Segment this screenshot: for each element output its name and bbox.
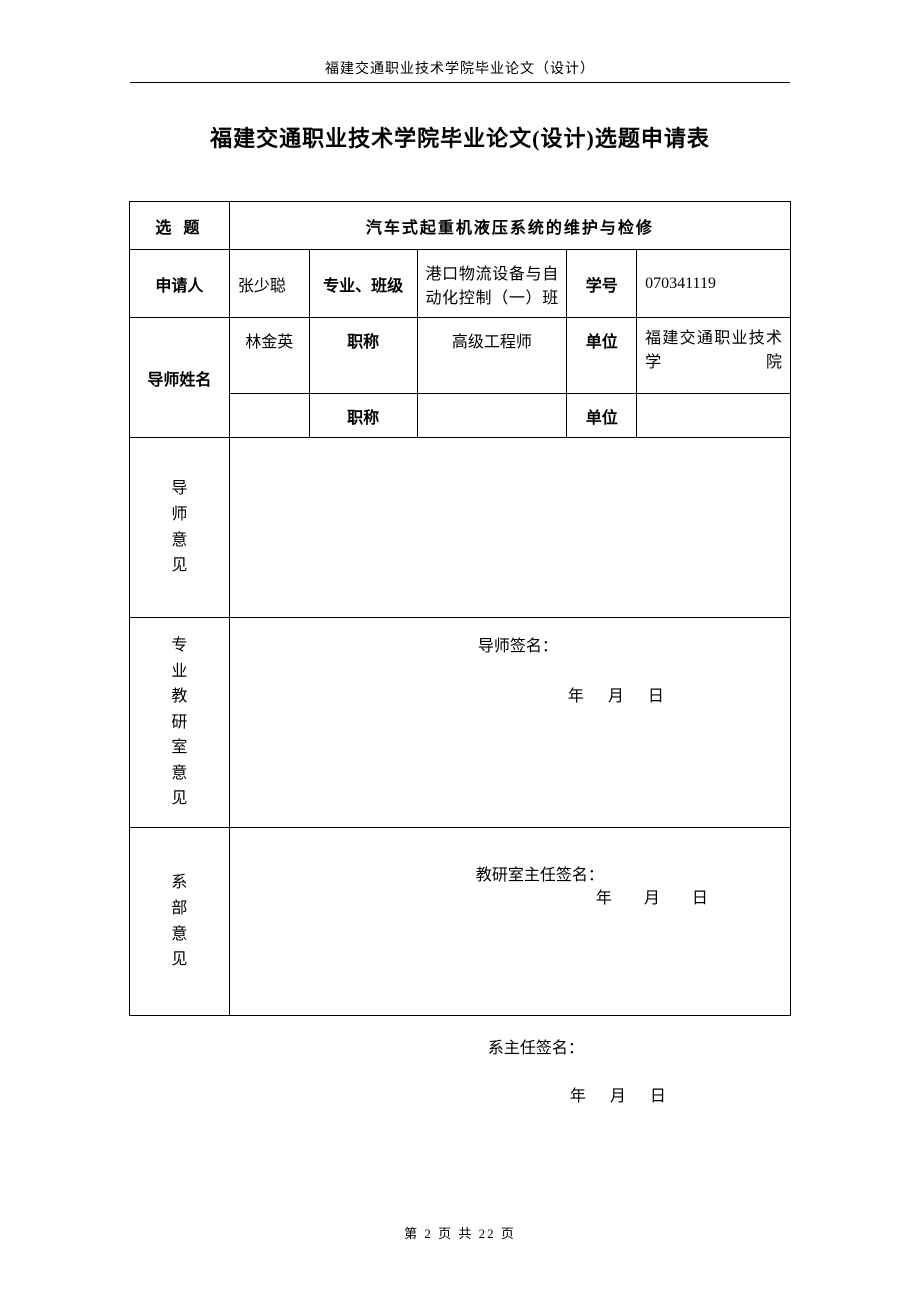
major-value: 港口物流设备与自动化控制（一）班 [417, 250, 567, 318]
applicant-label: 申请人 [130, 250, 230, 318]
advisor1-title: 高级工程师 [417, 318, 567, 394]
row-dept-opinion: 专 业 教 研 室 意 见 教研室主任签名： 年 月 日 [130, 618, 791, 828]
page-title: 福建交通职业技术学院毕业论文(设计)选题申请表 [0, 121, 920, 153]
advisor2-unit [637, 394, 791, 438]
header-rule [130, 82, 790, 83]
faculty-opinion-body: 系主任签名： 年 月 日 [229, 828, 790, 1016]
applicant-value: 张少聪 [229, 250, 309, 318]
topic-label: 选 题 [130, 202, 230, 250]
row-advisor-opinion: 导 师 意 见 导师签名： 年 月 日 [130, 438, 791, 618]
header-text: 福建交通职业技术学院毕业论文（设计） [325, 62, 595, 77]
advisor-opinion-body: 导师签名： 年 月 日 [229, 438, 790, 618]
advisor2-name [229, 394, 309, 438]
major-label: 专业、班级 [309, 250, 417, 318]
unit-label-1: 单位 [567, 318, 637, 394]
page-footer: 第 2 页 共 22 页 [0, 1223, 920, 1242]
title-label-2: 职称 [309, 394, 417, 438]
topic-value: 汽车式起重机液压系统的维护与检修 [229, 202, 790, 250]
application-form-table: 选 题 汽车式起重机液压系统的维护与检修 申请人 张少聪 专业、班级 港口物流设… [129, 201, 791, 1016]
row-advisor1: 导师姓名 林金英 职称 高级工程师 单位 福建交通职业技术学院 [130, 318, 791, 394]
dept-opinion-label: 专 业 教 研 室 意 见 [130, 618, 230, 828]
row-topic: 选 题 汽车式起重机液压系统的维护与检修 [130, 202, 791, 250]
student-no-value: 070341119 [637, 250, 791, 318]
advisor1-name: 林金英 [229, 318, 309, 394]
title-label-1: 职称 [309, 318, 417, 394]
advisor-label: 导师姓名 [130, 318, 230, 438]
advisor-opinion-label: 导 师 意 见 [130, 438, 230, 618]
advisor1-unit: 福建交通职业技术学院 [637, 318, 791, 394]
row-applicant: 申请人 张少聪 专业、班级 港口物流设备与自动化控制（一）班 学号 070341… [130, 250, 791, 318]
advisor2-title [417, 394, 567, 438]
dept-opinion-body: 教研室主任签名： 年 月 日 [229, 618, 790, 828]
unit-label-2: 单位 [567, 394, 637, 438]
page-number: 第 2 页 共 22 页 [404, 1226, 516, 1241]
faculty-opinion-label: 系 部 意 见 [130, 828, 230, 1016]
faculty-date-label: 年 月 日 [570, 1082, 676, 1106]
page-header: 福建交通职业技术学院毕业论文（设计） [0, 0, 920, 83]
student-no-label: 学号 [567, 250, 637, 318]
row-faculty-opinion: 系 部 意 见 系主任签名： 年 月 日 [130, 828, 791, 1016]
title-area: 福建交通职业技术学院毕业论文(设计)选题申请表 [0, 121, 920, 153]
faculty-signature-label: 系主任签名： [488, 1034, 584, 1058]
row-advisor2: 职称 单位 [130, 394, 791, 438]
